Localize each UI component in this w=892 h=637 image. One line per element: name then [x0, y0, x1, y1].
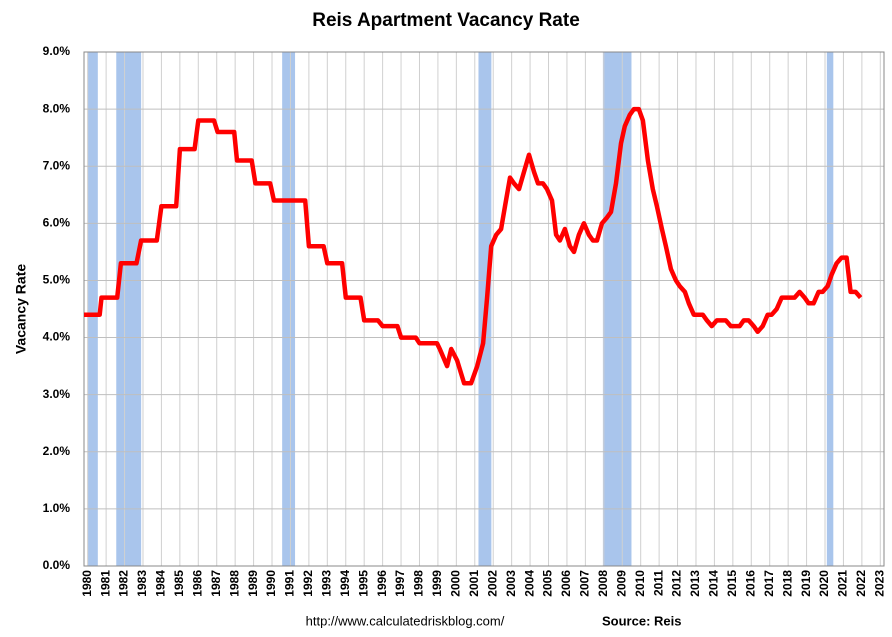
x-tick-label: 1983	[135, 570, 149, 597]
recession-band	[826, 52, 834, 566]
y-tick-label: 0.0%	[43, 558, 71, 572]
x-tick-label: 2003	[504, 570, 518, 597]
y-tick-label: 8.0%	[43, 101, 71, 115]
plot-border	[83, 51, 885, 567]
x-tick-label: 2011	[651, 570, 665, 596]
x-tick-label: 2020	[817, 570, 831, 597]
x-tick-label: 2023	[872, 570, 886, 597]
x-tick-label: 2018	[780, 570, 794, 597]
footer-url: http://www.calculatedriskblog.com/	[306, 613, 505, 628]
x-tick-label: 1990	[264, 570, 278, 597]
y-tick-label: 1.0%	[43, 501, 71, 515]
x-tick-label: 1985	[172, 570, 186, 597]
x-tick-label: 2013	[688, 570, 702, 597]
x-tick-label: 1980	[80, 570, 94, 597]
x-tick-label: 2005	[541, 570, 555, 597]
y-tick-label: 9.0%	[43, 44, 71, 58]
x-tick-label: 2014	[707, 570, 721, 597]
y-tick-label: 4.0%	[43, 330, 71, 344]
x-tick-label: 1995	[356, 570, 370, 597]
x-tick-label: 1988	[227, 570, 241, 597]
data-line	[84, 106, 863, 386]
x-tick-label: 2006	[559, 570, 573, 597]
recession-band	[116, 52, 142, 566]
chart-title: Reis Apartment Vacancy Rate	[312, 10, 580, 31]
y-axis-label: Vacancy Rate	[13, 264, 29, 354]
x-tick-label: 1987	[209, 570, 223, 597]
x-tick-label: 2000	[449, 570, 463, 597]
x-tick-label: 2002	[485, 570, 499, 597]
x-tick-label: 1996	[375, 570, 389, 597]
x-tick-label: 1989	[246, 570, 260, 597]
x-tick-label: 1982	[117, 570, 131, 597]
x-tick-label: 2001	[467, 570, 481, 597]
x-tick-label: 2009	[614, 570, 628, 597]
x-tick-label: 1984	[154, 570, 168, 597]
x-tick-label: 2019	[799, 570, 813, 597]
x-tick-label: 2022	[854, 570, 868, 597]
y-tick-label: 3.0%	[43, 387, 71, 401]
x-tick-label: 2017	[762, 570, 776, 597]
x-tick-label: 2010	[633, 570, 647, 597]
y-tick-label: 6.0%	[43, 216, 71, 230]
recession-band	[602, 52, 632, 566]
y-tick-label: 7.0%	[43, 158, 71, 172]
x-tick-label: 1994	[338, 570, 352, 597]
x-tick-label: 2021	[836, 570, 850, 597]
x-tick-label: 1981	[98, 570, 112, 597]
recession-band	[87, 52, 98, 566]
x-tick-label: 2016	[743, 570, 757, 597]
x-tick-label: 1991	[283, 570, 297, 597]
recession-band	[282, 52, 296, 566]
x-tick-label: 1993	[319, 570, 333, 597]
x-tick-label: 1999	[430, 570, 444, 597]
x-tick-label: 2012	[670, 570, 684, 597]
x-tick-label: 1997	[393, 570, 407, 597]
y-tick-label: 2.0%	[43, 444, 71, 458]
x-tick-label: 2004	[522, 570, 536, 597]
x-tick-label: 2008	[596, 570, 610, 597]
x-tick-label: 1986	[190, 570, 204, 597]
x-tick-label: 1998	[412, 570, 426, 597]
x-tick-label: 1992	[301, 570, 315, 597]
x-tick-label: 2015	[725, 570, 739, 597]
x-tick-label: 2007	[578, 570, 592, 597]
source-note: Source: Reis	[602, 613, 681, 628]
y-tick-label: 5.0%	[43, 273, 71, 287]
